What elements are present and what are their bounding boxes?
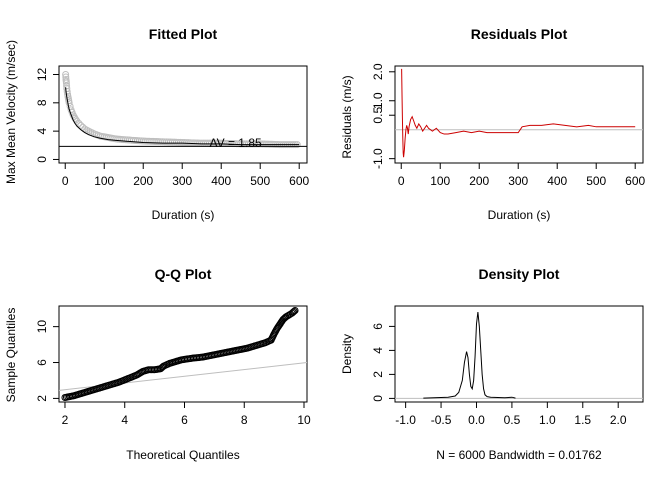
fitted-observed-point <box>75 119 83 127</box>
qq-point <box>290 307 298 315</box>
qq-y-label: Sample Quantiles <box>4 308 18 403</box>
qq-x-tick-label: 6 <box>181 413 188 427</box>
qq-x-tick-label: 4 <box>121 413 128 427</box>
density-x-tick-label: 0.5 <box>504 413 521 427</box>
density-y-axis: 0 2 4 6 <box>371 323 396 402</box>
qq-y-axis: 2 6 10 <box>35 320 60 402</box>
residuals-y-axis: -1.0 0.51.0 2.0 <box>371 63 396 169</box>
density-y-label: Density <box>340 334 354 374</box>
fitted-x-tick-label: 300 <box>172 174 192 188</box>
qq-y-tick-label: 10 <box>35 320 49 334</box>
density-y-tick-label: 6 <box>371 323 385 330</box>
fitted-observed-point <box>77 121 85 129</box>
fitted-y-axis: 0 4 8 12 <box>35 68 60 163</box>
density-panel: Density Plot -1.0 -0.5 0.0 0.5 1.0 1.5 2.0 0 2 4… <box>340 266 644 462</box>
fitted-observed-point <box>62 70 70 78</box>
fitted-x-tick-label: 100 <box>94 174 114 188</box>
density-y-tick-label: 2 <box>371 371 385 378</box>
qq-x-tick-label: 10 <box>297 413 311 427</box>
fitted-observed-point <box>65 99 73 107</box>
density-x-tick-label: 1.5 <box>574 413 591 427</box>
qq-x-label: Theoretical Quantiles <box>126 448 239 462</box>
fitted-y-tick-label: 8 <box>35 99 49 106</box>
fitted-plot-box <box>58 65 308 164</box>
fitted-annotation: AV = 1.85 <box>210 136 262 150</box>
residuals-x-tick-label: 600 <box>625 174 645 188</box>
density-line <box>423 311 516 399</box>
residuals-x-tick-label: 100 <box>430 174 450 188</box>
residuals-x-tick-label: 500 <box>586 174 606 188</box>
fitted-x-axis: 0 100 200 300 400 500 600 <box>62 162 310 188</box>
density-y-tick-label: 4 <box>371 347 385 354</box>
density-x-axis: -1.0 -0.5 0.0 0.5 1.0 1.5 2.0 <box>395 401 627 427</box>
residuals-y-label: Residuals (m/s) <box>340 75 354 158</box>
residuals-x-axis: 0 100 200 300 400 500 600 <box>398 162 646 188</box>
residuals-y-tick-label: 0.5 <box>371 107 385 124</box>
fitted-observed-point <box>63 87 71 95</box>
fitted-x-label: Duration (s) <box>152 208 215 222</box>
qq-title: Q-Q Plot <box>155 266 212 282</box>
density-y-tick-label: 0 <box>371 395 385 402</box>
residuals-title: Residuals Plot <box>471 26 568 42</box>
density-plot-box <box>394 305 644 403</box>
fitted-title: Fitted Plot <box>149 26 218 42</box>
fitted-y-tick-label: 4 <box>35 127 49 134</box>
residuals-x-tick-label: 400 <box>547 174 567 188</box>
fitted-y-tick-label: 0 <box>35 156 49 163</box>
qq-point <box>158 364 166 372</box>
residuals-x-tick-label: 300 <box>508 174 528 188</box>
fitted-x-tick-label: 600 <box>289 174 309 188</box>
qq-x-tick-label: 2 <box>62 413 69 427</box>
fitted-x-tick-label: 0 <box>62 174 69 188</box>
residuals-y-tick-label: 1.0 <box>371 92 385 109</box>
fitted-x-tick-label: 200 <box>133 174 153 188</box>
fitted-y-tick-label: 12 <box>35 68 49 82</box>
qq-points <box>61 306 299 402</box>
fitted-curve <box>65 87 300 146</box>
qq-y-tick-label: 2 <box>35 395 49 402</box>
fitted-x-tick-label: 500 <box>250 174 270 188</box>
fitted-y-label: Max Mean Velocity (m/sec) <box>4 40 18 184</box>
qq-x-tick-label: 8 <box>241 413 248 427</box>
density-x-tick-label: -1.0 <box>395 413 416 427</box>
density-title: Density Plot <box>479 266 560 282</box>
residuals-line <box>401 68 636 158</box>
fitted-observed-points <box>62 70 301 149</box>
density-x-tick-label: 2.0 <box>610 413 627 427</box>
density-x-tick-label: -0.5 <box>431 413 452 427</box>
residuals-x-tick-label: 200 <box>469 174 489 188</box>
qq-panel: Q-Q Plot 2 4 6 8 10 2 6 10 Theoretical Quantil… <box>4 266 311 462</box>
fitted-x-tick-label: 400 <box>211 174 231 188</box>
qq-y-tick-label: 6 <box>35 359 49 366</box>
qq-point <box>291 306 299 314</box>
residuals-x-tick-label: 0 <box>398 174 405 188</box>
fitted-observed-point <box>66 102 74 110</box>
fitted-panel: Fitted Plot 0 100 200 300 400 500 600 0 4 8 12 AV… <box>4 26 310 222</box>
residuals-plot-box <box>394 65 644 164</box>
density-x-tick-label: 0.0 <box>468 413 485 427</box>
residuals-y-tick-label: 2.0 <box>371 63 385 80</box>
residuals-panel: Residuals Plot 0 100 200 300 400 500 600 -1.0 0… <box>340 26 646 222</box>
residuals-x-label: Duration (s) <box>488 208 551 222</box>
density-x-tick-label: 1.0 <box>539 413 556 427</box>
qq-point <box>289 308 297 316</box>
residuals-y-tick-label: -1.0 <box>371 148 385 169</box>
density-x-label: N = 6000 Bandwidth = 0.01762 <box>436 448 602 462</box>
qq-x-axis: 2 4 6 8 10 <box>62 401 311 427</box>
